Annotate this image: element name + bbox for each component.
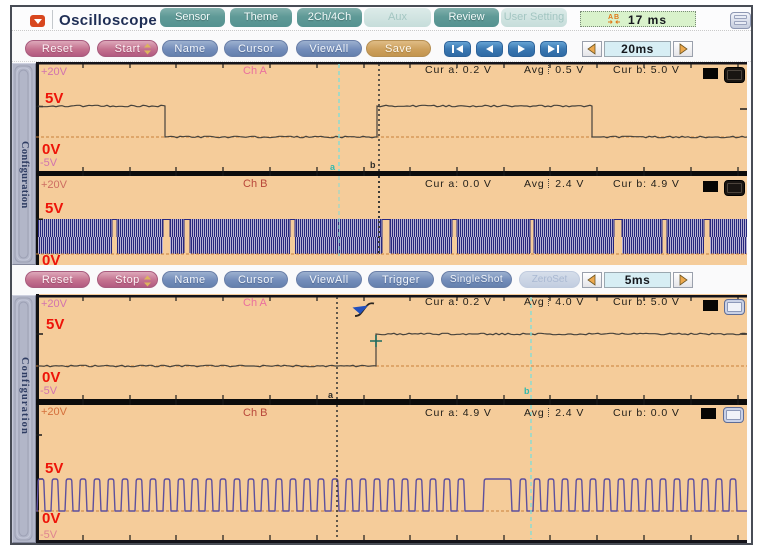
svg-text:A: A [608, 14, 613, 21]
svg-text:B: B [614, 14, 619, 21]
